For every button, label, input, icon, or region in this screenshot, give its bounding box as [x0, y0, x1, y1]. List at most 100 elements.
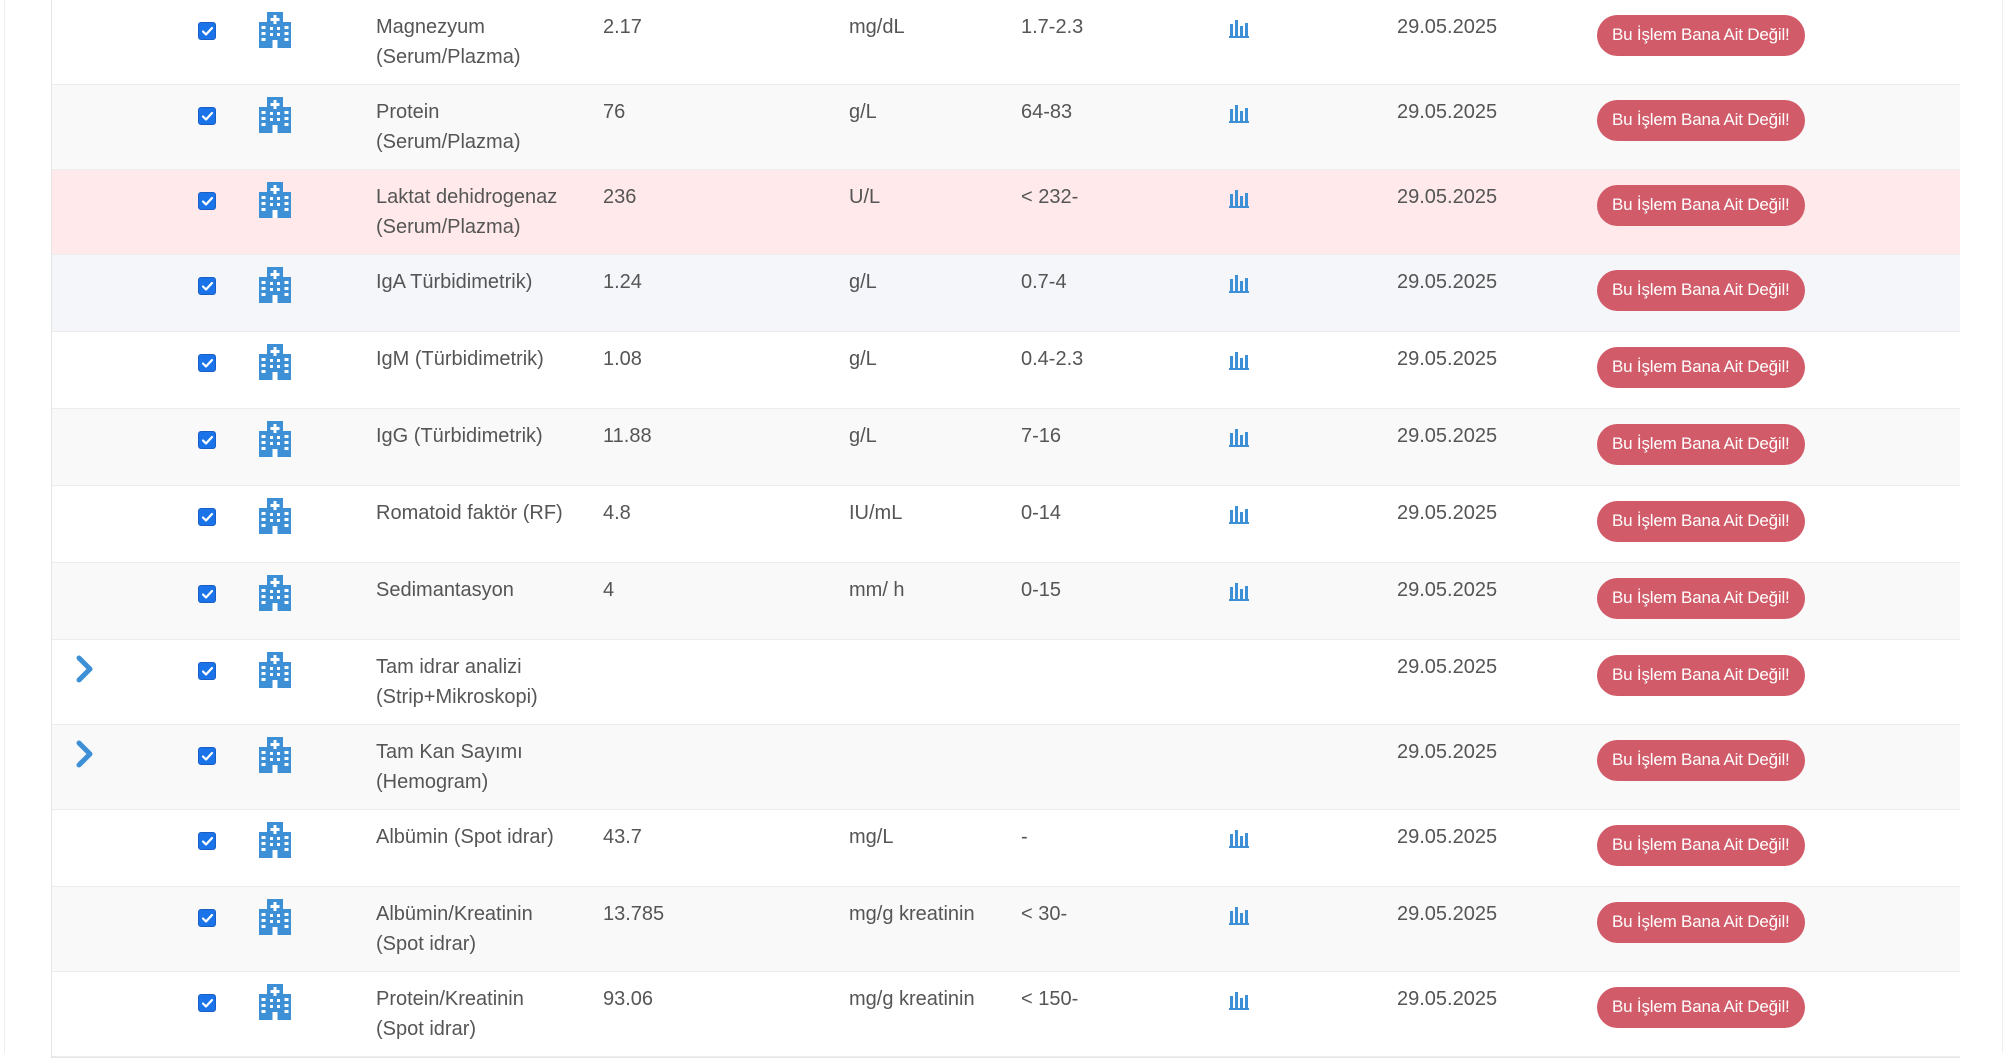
action-cell: Bu İşlem Bana Ait Değil!	[1597, 987, 1805, 1028]
bar-chart-icon[interactable]	[1228, 16, 1250, 38]
row-checkbox[interactable]	[198, 909, 216, 927]
test-name: Protein (Serum/Plazma)	[376, 97, 596, 157]
test-name-line: (Serum/Plazma)	[376, 46, 521, 68]
bar-chart-icon[interactable]	[1228, 425, 1250, 447]
not-mine-button[interactable]: Bu İşlem Bana Ait Değil!	[1597, 740, 1805, 781]
row-checkbox[interactable]	[198, 22, 216, 40]
reference-range: < 150-	[1021, 988, 1079, 1010]
test-name-line: Sedimantasyon	[376, 579, 514, 601]
table-row: Protein (Serum/Plazma) 76 g/L 64-83 29.05.202…	[52, 85, 1960, 170]
test-name-line: (Spot idrar)	[376, 933, 477, 955]
table-row: Tam idrar analizi (Strip+Mikroskopi) 29.05…	[52, 640, 1960, 725]
bar-chart-icon[interactable]	[1228, 826, 1250, 848]
hospital-icon	[255, 820, 295, 860]
test-name-line: Protein/Kreatinin	[376, 988, 524, 1010]
table-row: Albümin/Kreatinin (Spot idrar) 13.785 mg/g …	[52, 887, 1960, 972]
result-date: 29.05.2025	[1397, 101, 1498, 123]
not-mine-button[interactable]: Bu İşlem Bana Ait Değil!	[1597, 987, 1805, 1028]
bar-chart-icon[interactable]	[1228, 903, 1250, 925]
not-mine-button[interactable]: Bu İşlem Bana Ait Değil!	[1597, 655, 1805, 696]
result-unit: mg/L	[849, 826, 894, 848]
not-mine-button[interactable]: Bu İşlem Bana Ait Değil!	[1597, 578, 1805, 619]
test-name: Tam idrar analizi (Strip+Mikroskopi)	[376, 652, 596, 712]
result-date: 29.05.2025	[1397, 271, 1498, 293]
not-mine-button[interactable]: Bu İşlem Bana Ait Değil!	[1597, 185, 1805, 226]
test-name-line: Albümin/Kreatinin	[376, 903, 533, 925]
checkbox-cell	[198, 909, 216, 927]
row-checkbox[interactable]	[198, 747, 216, 765]
row-checkbox[interactable]	[198, 585, 216, 603]
action-cell: Bu İşlem Bana Ait Değil!	[1597, 740, 1805, 781]
test-name: Tam Kan Sayımı (Hemogram)	[376, 737, 596, 797]
checkbox-cell	[198, 431, 216, 449]
result-date: 29.05.2025	[1397, 988, 1498, 1010]
row-checkbox[interactable]	[198, 832, 216, 850]
bar-chart-icon[interactable]	[1228, 271, 1250, 293]
not-mine-button[interactable]: Bu İşlem Bana Ait Değil!	[1597, 424, 1805, 465]
bar-chart-icon[interactable]	[1228, 101, 1250, 123]
hospital-icon	[255, 10, 295, 50]
not-mine-button[interactable]: Bu İşlem Bana Ait Değil!	[1597, 100, 1805, 141]
not-mine-button[interactable]: Bu İşlem Bana Ait Değil!	[1597, 902, 1805, 943]
chevron-right-icon[interactable]	[74, 654, 114, 694]
row-checkbox[interactable]	[198, 508, 216, 526]
test-name: Magnezyum (Serum/Plazma)	[376, 12, 596, 72]
bar-chart-icon[interactable]	[1228, 988, 1250, 1010]
test-name-line: (Spot idrar)	[376, 1018, 477, 1040]
result-unit: mg/dL	[849, 16, 905, 38]
chevron-right-icon[interactable]	[74, 739, 114, 779]
bar-chart-icon[interactable]	[1228, 186, 1250, 208]
action-cell: Bu İşlem Bana Ait Değil!	[1597, 424, 1805, 465]
row-checkbox[interactable]	[198, 354, 216, 372]
test-name-line: Tam Kan Sayımı	[376, 741, 523, 763]
result-value: 11.88	[603, 425, 652, 447]
row-checkbox[interactable]	[198, 192, 216, 210]
test-name-line: (Serum/Plazma)	[376, 216, 521, 238]
action-cell: Bu İşlem Bana Ait Değil!	[1597, 825, 1805, 866]
result-value: 1.24	[603, 271, 642, 293]
row-checkbox[interactable]	[198, 662, 216, 680]
result-unit: mg/g kreatinin	[849, 903, 975, 925]
result-unit: g/L	[849, 425, 877, 447]
frame-border-right	[2002, 0, 2003, 1053]
action-cell: Bu İşlem Bana Ait Değil!	[1597, 578, 1805, 619]
test-name-line: (Hemogram)	[376, 771, 489, 793]
row-checkbox[interactable]	[198, 107, 216, 125]
reference-range: 0-15	[1021, 579, 1062, 601]
row-checkbox[interactable]	[198, 277, 216, 295]
hospital-icon	[255, 180, 295, 220]
hospital-icon	[255, 897, 295, 937]
hospital-icon	[255, 982, 295, 1022]
hospital-icon	[255, 496, 295, 536]
test-name-line: IgG (Türbidimetrik)	[376, 425, 543, 447]
reference-range: 0.7-4	[1021, 271, 1067, 293]
test-name-line: Albümin (Spot idrar)	[376, 826, 554, 848]
bar-chart-icon[interactable]	[1228, 502, 1250, 524]
result-date: 29.05.2025	[1397, 425, 1498, 447]
result-unit: IU/mL	[849, 502, 903, 524]
result-value: 43.7	[603, 826, 642, 848]
result-unit: g/L	[849, 271, 877, 293]
result-value: 76	[603, 101, 626, 123]
bar-chart-icon[interactable]	[1228, 579, 1250, 601]
action-cell: Bu İşlem Bana Ait Değil!	[1597, 501, 1805, 542]
row-checkbox[interactable]	[198, 431, 216, 449]
checkbox-cell	[198, 508, 216, 526]
hospital-icon	[255, 573, 295, 613]
table-row: Albümin (Spot idrar) 43.7 mg/L - 29.05.2025 B…	[52, 810, 1960, 887]
test-name: Romatoid faktör (RF)	[376, 498, 596, 528]
result-date: 29.05.2025	[1397, 903, 1498, 925]
test-name: Albümin (Spot idrar)	[376, 822, 596, 852]
not-mine-button[interactable]: Bu İşlem Bana Ait Değil!	[1597, 501, 1805, 542]
not-mine-button[interactable]: Bu İşlem Bana Ait Değil!	[1597, 15, 1805, 56]
bar-chart-icon[interactable]	[1228, 348, 1250, 370]
table-row: Tam Kan Sayımı (Hemogram) 29.05.2025 Bu İşl…	[52, 725, 1960, 810]
not-mine-button[interactable]: Bu İşlem Bana Ait Değil!	[1597, 270, 1805, 311]
not-mine-button[interactable]: Bu İşlem Bana Ait Değil!	[1597, 347, 1805, 388]
test-name: IgG (Türbidimetrik)	[376, 421, 596, 451]
action-cell: Bu İşlem Bana Ait Değil!	[1597, 100, 1805, 141]
checkbox-cell	[198, 662, 216, 680]
reference-range: 0-14	[1021, 502, 1062, 524]
not-mine-button[interactable]: Bu İşlem Bana Ait Değil!	[1597, 825, 1805, 866]
row-checkbox[interactable]	[198, 994, 216, 1012]
